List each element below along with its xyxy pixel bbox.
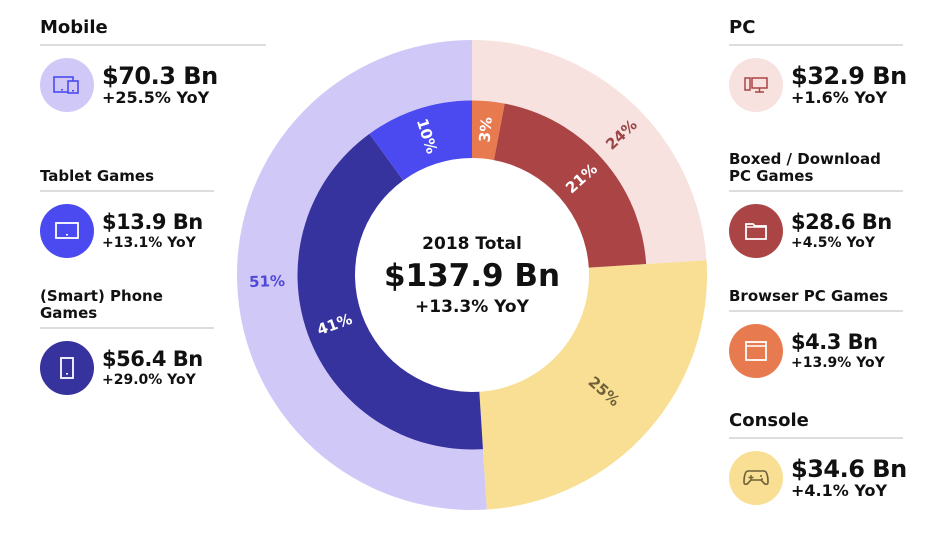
gamepad-icon [729,451,783,505]
phone-icon [40,341,94,395]
phone-panel: (Smart) Phone Games $56.4 Bn +29.0% YoY [40,288,214,395]
console-value: $34.6 Bn [791,455,907,483]
console-panel: Console $34.6 Bn +4.1% YoY [729,411,907,505]
boxed-title-line2: PC Games [729,167,814,185]
boxed-title: Boxed / Download PC Games [729,151,903,192]
browser-value: $4.3 Bn [791,329,878,354]
folder-icon [729,204,783,258]
label-browser-pc-games: 3% [476,116,496,143]
boxed-value: $28.6 Bn [791,209,892,234]
inner-slice-tablet-games [369,100,472,181]
outer-slice-mobile [236,40,487,511]
browser-yoy: +13.9% YoY [791,354,885,371]
inner-slice-boxed-download-pc-games [493,103,647,268]
inner-slice-browser-pc-games [472,100,505,161]
console-yoy: +4.1% YoY [791,481,888,500]
boxed-panel: Boxed / Download PC Games $28.6 Bn +4.5% … [729,151,903,258]
center-yoy: +13.3% YoY [415,297,530,317]
mobile-value: $70.3 Bn [102,62,218,90]
inner-slice--smart-phone-games [297,133,483,450]
tablet-yoy: +13.1% YoY [102,234,196,251]
pc-panel: PC $32.9 Bn +1.6% YoY [729,18,907,112]
browser-panel: Browser PC Games $4.3 Bn +13.9% YoY [729,288,903,378]
browser-window-icon [729,324,783,378]
desktop-icon [729,58,783,112]
slice-console [479,260,707,510]
browser-title: Browser PC Games [729,288,903,312]
pc-yoy: +1.6% YoY [791,88,888,107]
tablet-icon [40,204,94,258]
center-title: 2018 Total [422,234,522,254]
tablet-panel: Tablet Games $13.9 Bn +13.1% YoY [40,168,214,258]
mobile-title: Mobile [40,18,266,46]
mobile-yoy: +25.5% YoY [102,88,210,107]
center-total: $137.9 Bn [384,258,560,294]
tablet-title: Tablet Games [40,168,214,192]
boxed-title-line1: Boxed / Download [729,150,881,168]
pc-title: PC [729,18,903,46]
phone-yoy: +29.0% YoY [102,371,196,388]
phone-title: (Smart) Phone Games [40,288,214,329]
boxed-yoy: +4.5% YoY [791,234,876,251]
pc-value: $32.9 Bn [791,62,907,90]
outer-slice-pc [472,40,707,265]
label-mobile: 51% [249,272,285,291]
mobile-devices-icon [40,58,94,112]
phone-value: $56.4 Bn [102,346,203,371]
mobile-panel: Mobile $70.3 Bn +25.5% YoY [40,18,266,112]
console-title: Console [729,411,903,439]
tablet-value: $13.9 Bn [102,209,203,234]
